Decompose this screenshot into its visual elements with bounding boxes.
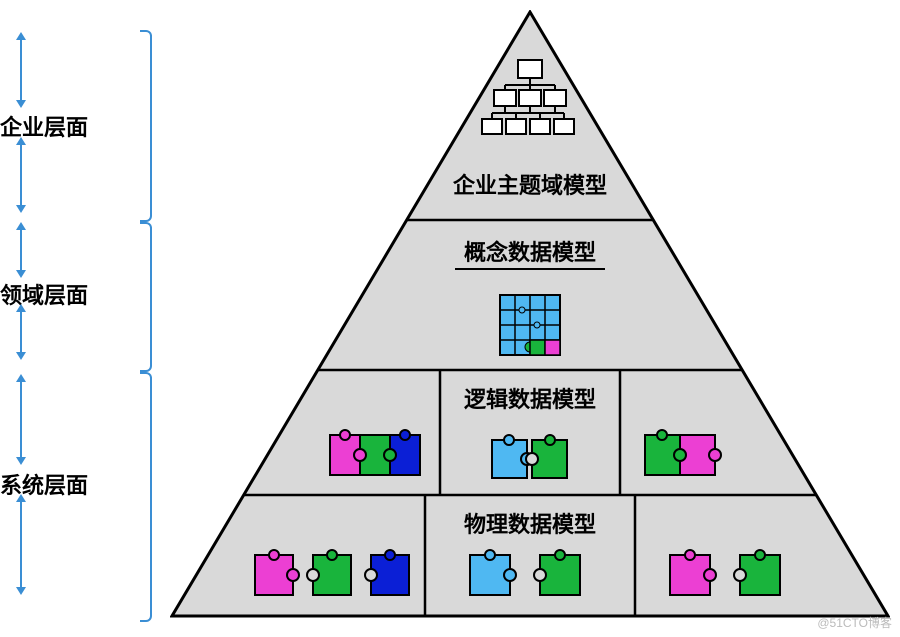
tier1-label: 企业主题域模型: [420, 168, 640, 200]
arrow-domain-top: [20, 230, 22, 270]
tier4-label: 物理数据模型: [450, 507, 610, 539]
arrow-enterprise-top: [20, 40, 22, 100]
tier2-underline: [455, 268, 605, 270]
side-label-enterprise: 企业层面: [0, 110, 88, 142]
bracket-domain: [140, 222, 152, 372]
puzzle-singles-left-icon: [255, 550, 409, 595]
tier2-label: 概念数据模型: [440, 235, 620, 267]
pyramid-diagram: 企业主题域模型 概念数据模型 逻辑数据模型 物理数据模型: [170, 10, 890, 620]
side-label-domain: 领域层面: [0, 278, 88, 310]
arrow-system-top: [20, 382, 22, 457]
puzzle-pair-right-icon: [645, 430, 721, 475]
tier3-label: 逻辑数据模型: [450, 382, 610, 414]
arrow-system-bot: [20, 502, 22, 587]
arrow-enterprise-bot: [20, 145, 22, 205]
watermark-text: @51CTO博客: [817, 614, 892, 631]
bracket-system: [140, 372, 152, 622]
puzzle-pair-left-icon: [330, 430, 420, 475]
bracket-enterprise: [140, 30, 152, 222]
arrow-domain-bot: [20, 312, 22, 352]
side-labels-column: 企业层面 领域层面 系统层面: [0, 0, 170, 620]
puzzle-grid-icon: [500, 295, 560, 355]
side-label-system: 系统层面: [0, 468, 88, 500]
